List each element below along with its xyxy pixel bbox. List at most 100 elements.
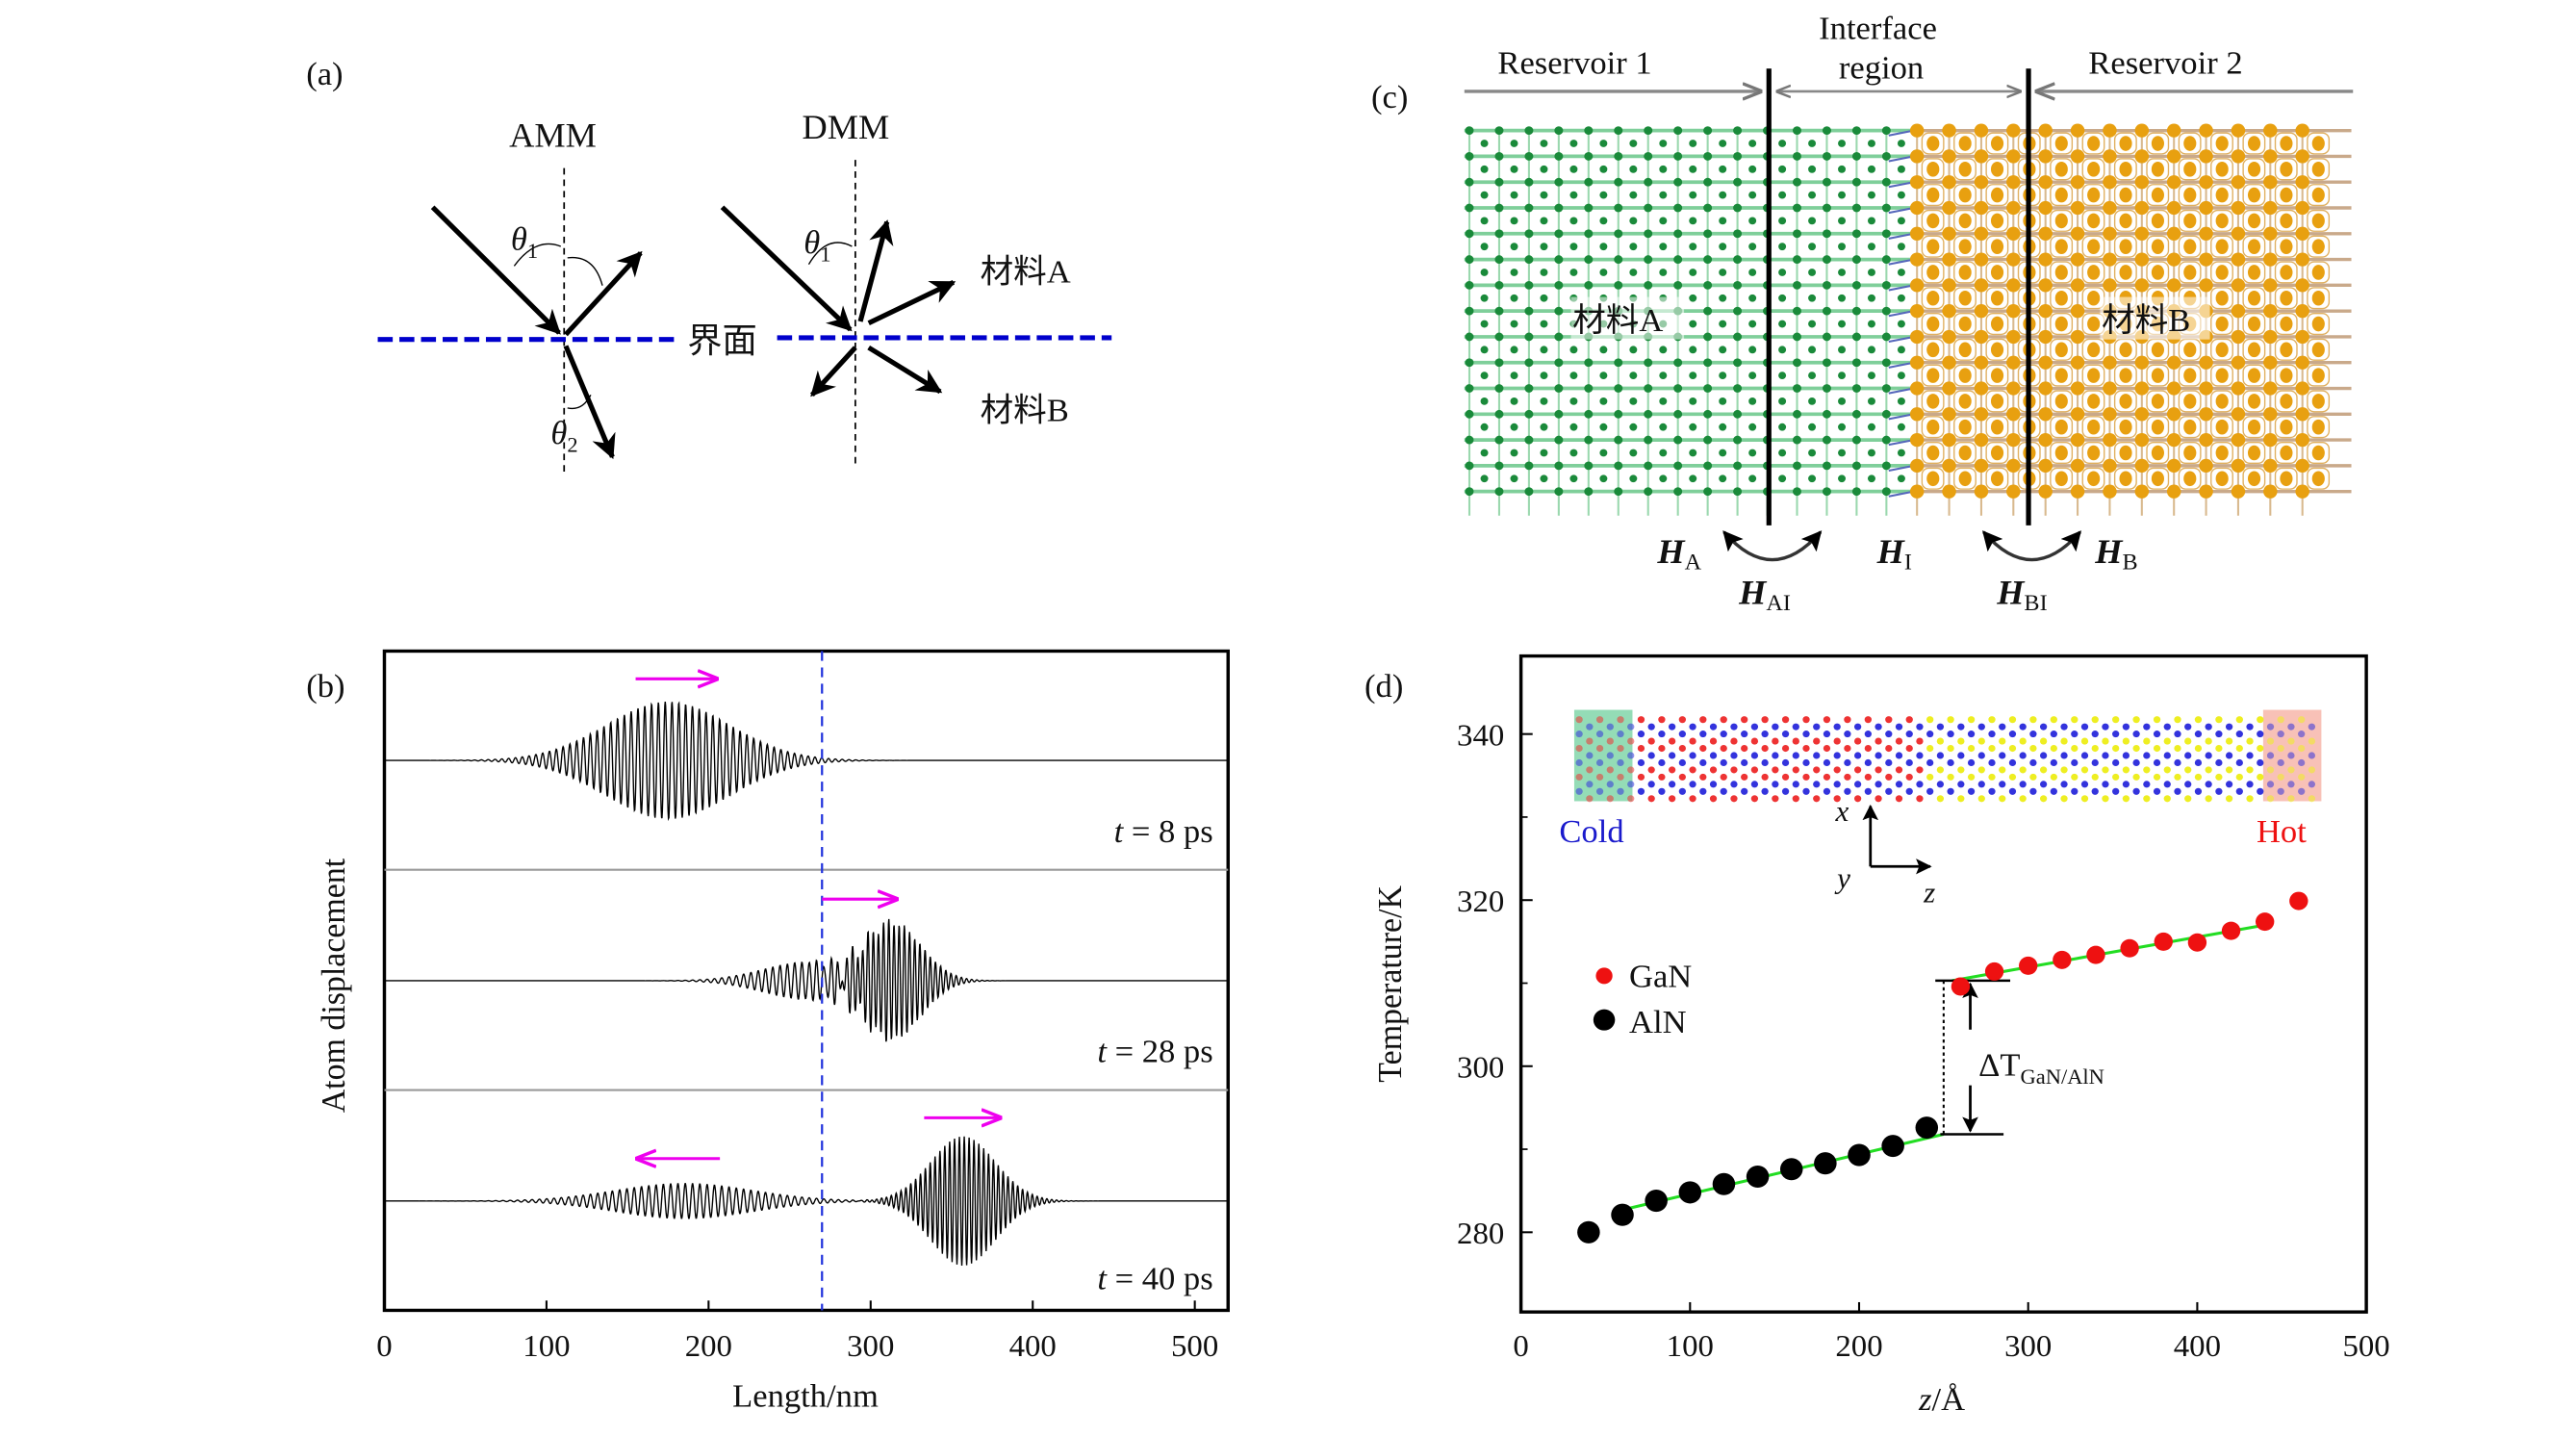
y-axis-label: Atom displacement [316,858,352,1113]
n-atom [2112,787,2120,795]
atom-b [2247,187,2261,203]
dmm-scatter-arrow-4 [867,345,943,395]
interface-bond [1888,439,1914,447]
atom-a [1733,435,1743,445]
n-atom [1802,731,1810,738]
atom-a [1599,217,1608,225]
atom-a [1644,255,1653,264]
atom-b [2087,471,2101,487]
atom-a [1569,243,1578,251]
legend-gan-label: GaN [1629,959,1692,995]
ga-atom [1637,773,1645,781]
atom-b [2151,136,2164,151]
atom-a [1881,229,1891,239]
atom-a [1540,165,1548,173]
n-atom [2102,781,2109,788]
atom-a [1793,384,1801,393]
data-point-gan [2256,912,2275,932]
ga-atom [1627,795,1635,803]
n-atom [1637,758,1645,767]
atom-a [1510,243,1518,251]
n-atom [1864,758,1872,767]
atom-a [1719,346,1727,354]
atom-a [1584,203,1594,213]
atom-a [1524,126,1534,136]
atom-b [2199,484,2213,499]
atom-b [2247,368,2261,383]
al-atom [1988,744,1996,753]
atom-a [1703,255,1713,264]
ga-atom [1802,744,1810,753]
n-atom [1967,731,1976,738]
n-atom [2277,731,2284,738]
atom-b [2311,187,2325,203]
al-atom [1999,737,2006,745]
ga-atom [1833,766,1841,774]
atom-b [2070,278,2085,293]
atom-a [1524,203,1534,213]
amm-reflected-arrow [564,250,643,337]
atom-b [2119,213,2132,229]
interface-region-label-2: region [1839,50,1924,87]
n-atom [2194,731,2203,738]
data-point-aln [1915,1116,1939,1140]
atom-a [1733,358,1743,368]
al-atom [2060,737,2068,745]
n-atom [2060,752,2068,759]
atom-a [1733,203,1743,213]
atom-a [1822,152,1831,161]
atom-b [1926,368,1940,383]
atom-b [2134,149,2150,164]
atom-a [1644,461,1653,471]
atom-a [1778,397,1787,405]
ga-atom [1905,744,1913,753]
atom-b [1990,213,2004,229]
atom-a [1778,191,1787,199]
atom-b [2199,381,2213,396]
n-atom [1606,752,1614,759]
atom-b [2263,175,2278,190]
atom-a [1584,280,1594,290]
atom-a [1673,358,1683,368]
dmm-incident-arrow [720,205,853,332]
atom-a [1465,332,1474,342]
atom-a [1659,165,1668,173]
atom-b [2311,419,2325,435]
amm-incident-arrow [430,205,561,335]
interface-bond [1888,129,1914,137]
n-atom [1813,752,1821,759]
x-tick-label: 400 [2174,1329,2221,1364]
data-point-aln [1881,1135,1904,1158]
atom-a [1793,487,1801,497]
n-atom [1699,758,1707,767]
ga-atom [1772,737,1779,745]
atom-a [1554,306,1564,316]
atom-a [1748,320,1757,328]
material-b-label: 材料B [981,393,1069,429]
n-atom [2277,758,2284,767]
atom-b [1909,355,1925,370]
atom-b [2199,278,2213,293]
atom-b [2166,123,2181,138]
ga-atom [1875,766,1882,774]
ga-atom [1844,744,1851,753]
atom-a [1778,294,1787,302]
n-atom [1586,723,1594,731]
atom-b [2183,239,2197,254]
al-atom [2184,766,2192,774]
atom-a [1673,280,1683,290]
atom-b [2295,278,2309,293]
n-atom [2050,787,2057,795]
ga-atom [1627,737,1635,745]
atom-a [1465,126,1474,136]
ga-atom [1606,795,1614,803]
n-atom [1895,752,1903,759]
atom-b [2311,394,2325,409]
n-atom [1905,758,1913,767]
atom-b [1942,226,1956,241]
n-atom [1699,731,1707,738]
atom-a [1851,384,1861,393]
al-atom [2122,737,2130,745]
atom-a [1703,435,1713,445]
atom-a [1480,140,1489,147]
